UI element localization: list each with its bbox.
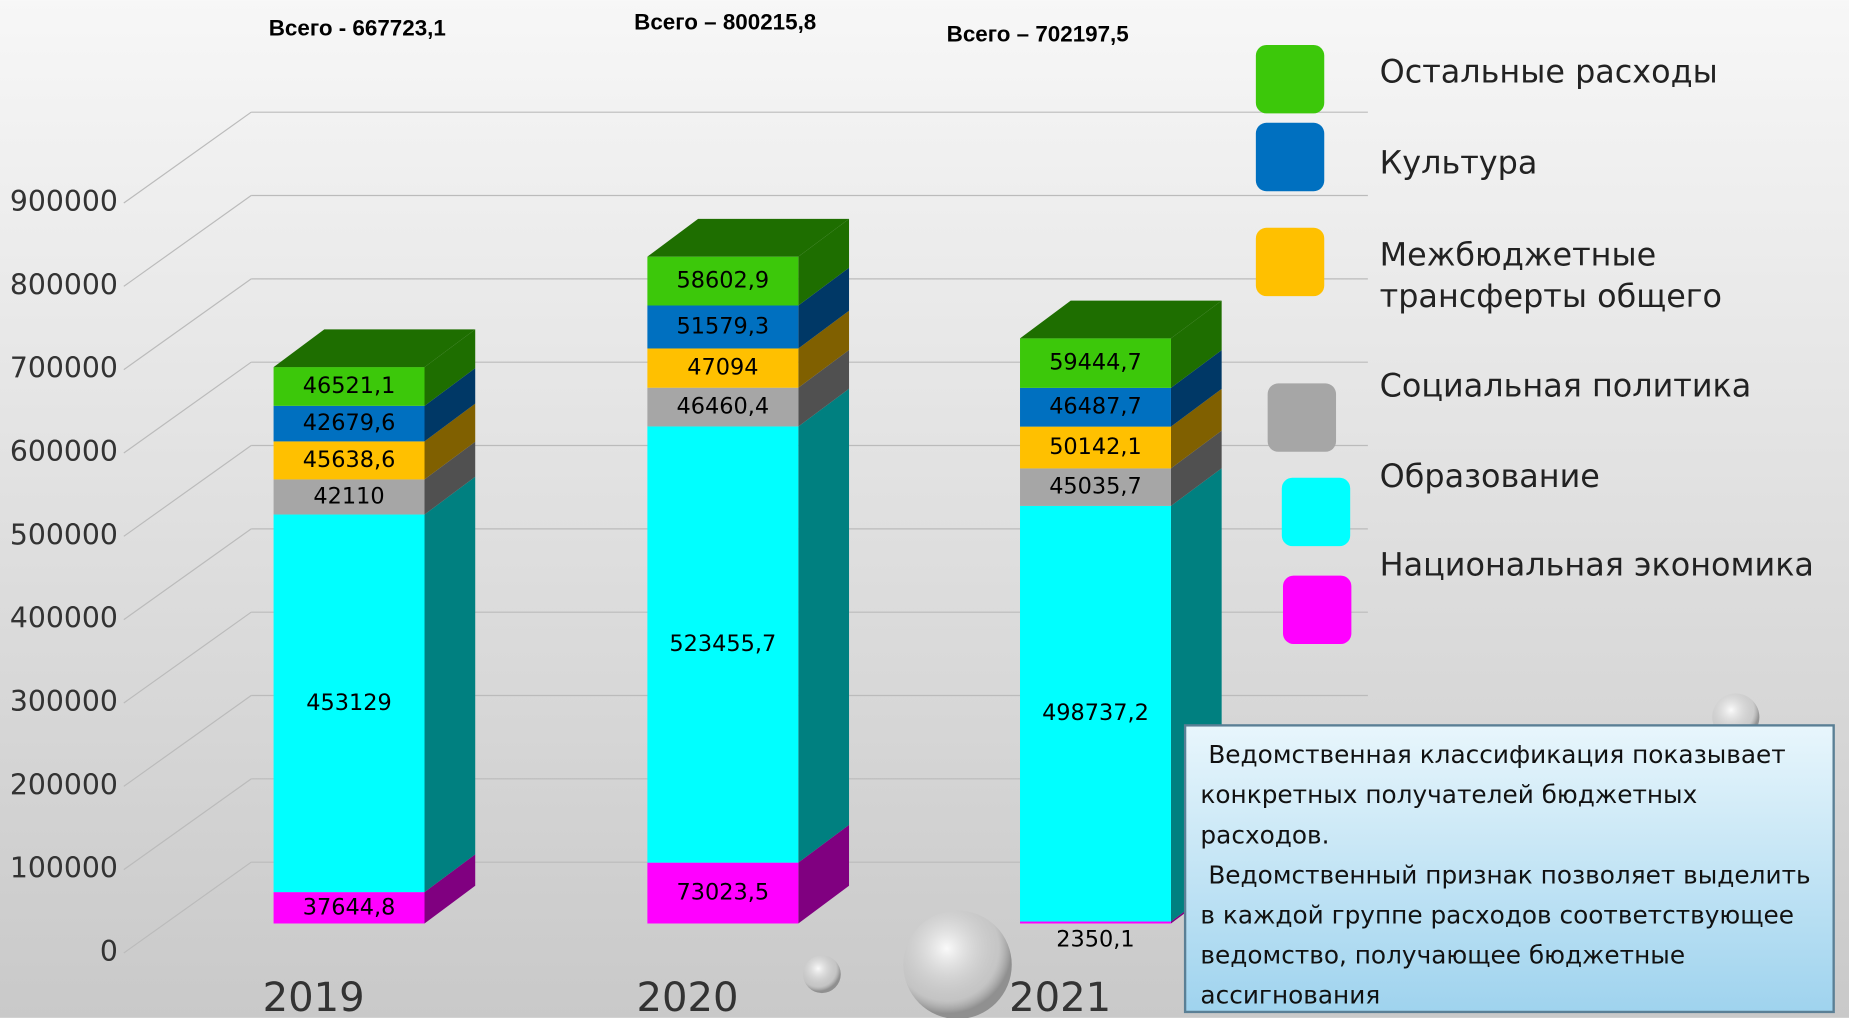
x-tick-label: 2021 bbox=[1009, 975, 1111, 1018]
bar-segment bbox=[1020, 922, 1171, 924]
note-container: Ведомственная классификация показывает к… bbox=[1200, 735, 1831, 1012]
legend-label: Межбюджетные трансферты общего характера bbox=[1380, 235, 1849, 329]
total-annotation: Всего - 667723,1 bbox=[269, 16, 446, 41]
data-label: 46487,7 bbox=[1049, 394, 1142, 420]
y-tick-label: 700000 bbox=[10, 352, 118, 385]
legend-label: Национальная экономика bbox=[1380, 545, 1849, 586]
y-tick-label: 0 bbox=[100, 935, 118, 968]
y-tick-label: 900000 bbox=[10, 185, 118, 218]
data-label: 498737,2 bbox=[1042, 700, 1149, 726]
y-tick-label: 100000 bbox=[10, 852, 118, 885]
x-tick-label: 2020 bbox=[636, 975, 738, 1018]
decor-bubble bbox=[903, 911, 1011, 1018]
decor-bubble bbox=[803, 955, 841, 993]
note-paragraph: Ведомственный признак позволяет выделить… bbox=[1200, 855, 1831, 1012]
y-tick-label: 600000 bbox=[10, 435, 118, 468]
legend-label-box: Социальная политика bbox=[1380, 366, 1849, 460]
y-tick-label: 300000 bbox=[10, 685, 118, 718]
legend-label: Социальная политика bbox=[1380, 366, 1849, 407]
data-label: 59444,7 bbox=[1049, 350, 1142, 376]
y-tick-label: 800000 bbox=[10, 268, 118, 301]
data-label: 50142,1 bbox=[1049, 434, 1142, 460]
data-label: 45638,6 bbox=[303, 447, 396, 473]
y-tick-label: 500000 bbox=[10, 518, 118, 551]
legend-label: Образование bbox=[1380, 457, 1849, 498]
bar-side bbox=[798, 389, 849, 863]
legend-swatch bbox=[1256, 228, 1324, 296]
chart: 0 100000 200000 300000 400000 500000 600000 700… bbox=[0, 0, 1849, 1018]
data-label: 58602,9 bbox=[677, 268, 770, 294]
total-annotation: Всего – 702197,5 bbox=[947, 21, 1129, 46]
legend-label-box: Остальные расходы bbox=[1380, 52, 1849, 146]
legend-swatch bbox=[1256, 45, 1324, 113]
legend-swatch bbox=[1283, 576, 1351, 644]
note-paragraph: Ведомственная классификация показывает к… bbox=[1200, 735, 1831, 855]
legend-swatch bbox=[1268, 383, 1336, 451]
data-label: 73023,5 bbox=[677, 880, 770, 906]
legend-label-box: Национальная экономика bbox=[1380, 545, 1849, 639]
data-label: 2350,1 bbox=[1056, 927, 1134, 953]
note-text: Ведомственный признак позволяет выделить… bbox=[1200, 861, 1810, 1010]
legend-swatch bbox=[1256, 123, 1324, 191]
legend-label: Культура bbox=[1380, 143, 1849, 184]
note: Ведомственная классификация показывает к… bbox=[1200, 735, 1831, 1012]
data-label: 46521,1 bbox=[303, 373, 396, 399]
y-tick-label: 400000 bbox=[10, 602, 118, 635]
data-label: 46460,4 bbox=[677, 394, 770, 420]
data-label: 42679,6 bbox=[303, 410, 396, 436]
data-label: 45035,7 bbox=[1049, 474, 1142, 500]
bar-side bbox=[425, 477, 476, 892]
legend-label: Остальные расходы bbox=[1380, 52, 1849, 93]
data-label: 51579,3 bbox=[677, 313, 770, 339]
note-text: Ведомственная классификация показывает к… bbox=[1200, 741, 1785, 849]
legend-swatch bbox=[1282, 478, 1350, 546]
legend-label-box: Межбюджетные трансферты общего характера bbox=[1380, 235, 1849, 329]
legend-label-box: Образование bbox=[1380, 457, 1849, 551]
data-label: 37644,8 bbox=[303, 894, 396, 920]
y-tick-label: 200000 bbox=[10, 768, 118, 801]
x-tick-label: 2019 bbox=[263, 975, 365, 1018]
total-annotation: Всего – 800215,8 bbox=[634, 10, 816, 35]
data-label: 42110 bbox=[313, 483, 384, 509]
legend-label-box: Культура bbox=[1380, 143, 1849, 237]
data-label: 453129 bbox=[306, 690, 391, 716]
data-label: 523455,7 bbox=[669, 631, 776, 657]
data-label: 47094 bbox=[687, 355, 758, 381]
